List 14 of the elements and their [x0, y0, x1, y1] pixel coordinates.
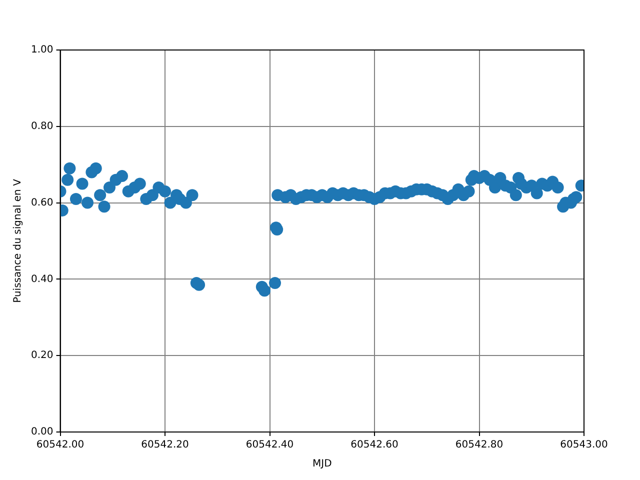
y-tick-label: 0.00: [31, 426, 54, 438]
x-tick-label: 60542.40: [246, 440, 294, 451]
x-tick-label: 60542.00: [36, 440, 84, 451]
y-tick-label: 0.40: [31, 274, 54, 285]
y-tick-label: 1.00: [31, 44, 54, 56]
x-tick-label: 60543.00: [560, 440, 608, 451]
x-axis-title: MJD: [312, 458, 332, 470]
y-tick-label: 0.20: [31, 350, 54, 362]
y-tick-label: 0.60: [31, 197, 54, 208]
x-tick-label: 60542.20: [141, 440, 189, 451]
x-tick-label: 60542.60: [350, 440, 398, 451]
y-axis-title: Puissance du signal en V: [12, 178, 24, 303]
y-tick-label: 0.80: [31, 120, 54, 132]
x-tick-label: 60542.80: [455, 440, 504, 451]
